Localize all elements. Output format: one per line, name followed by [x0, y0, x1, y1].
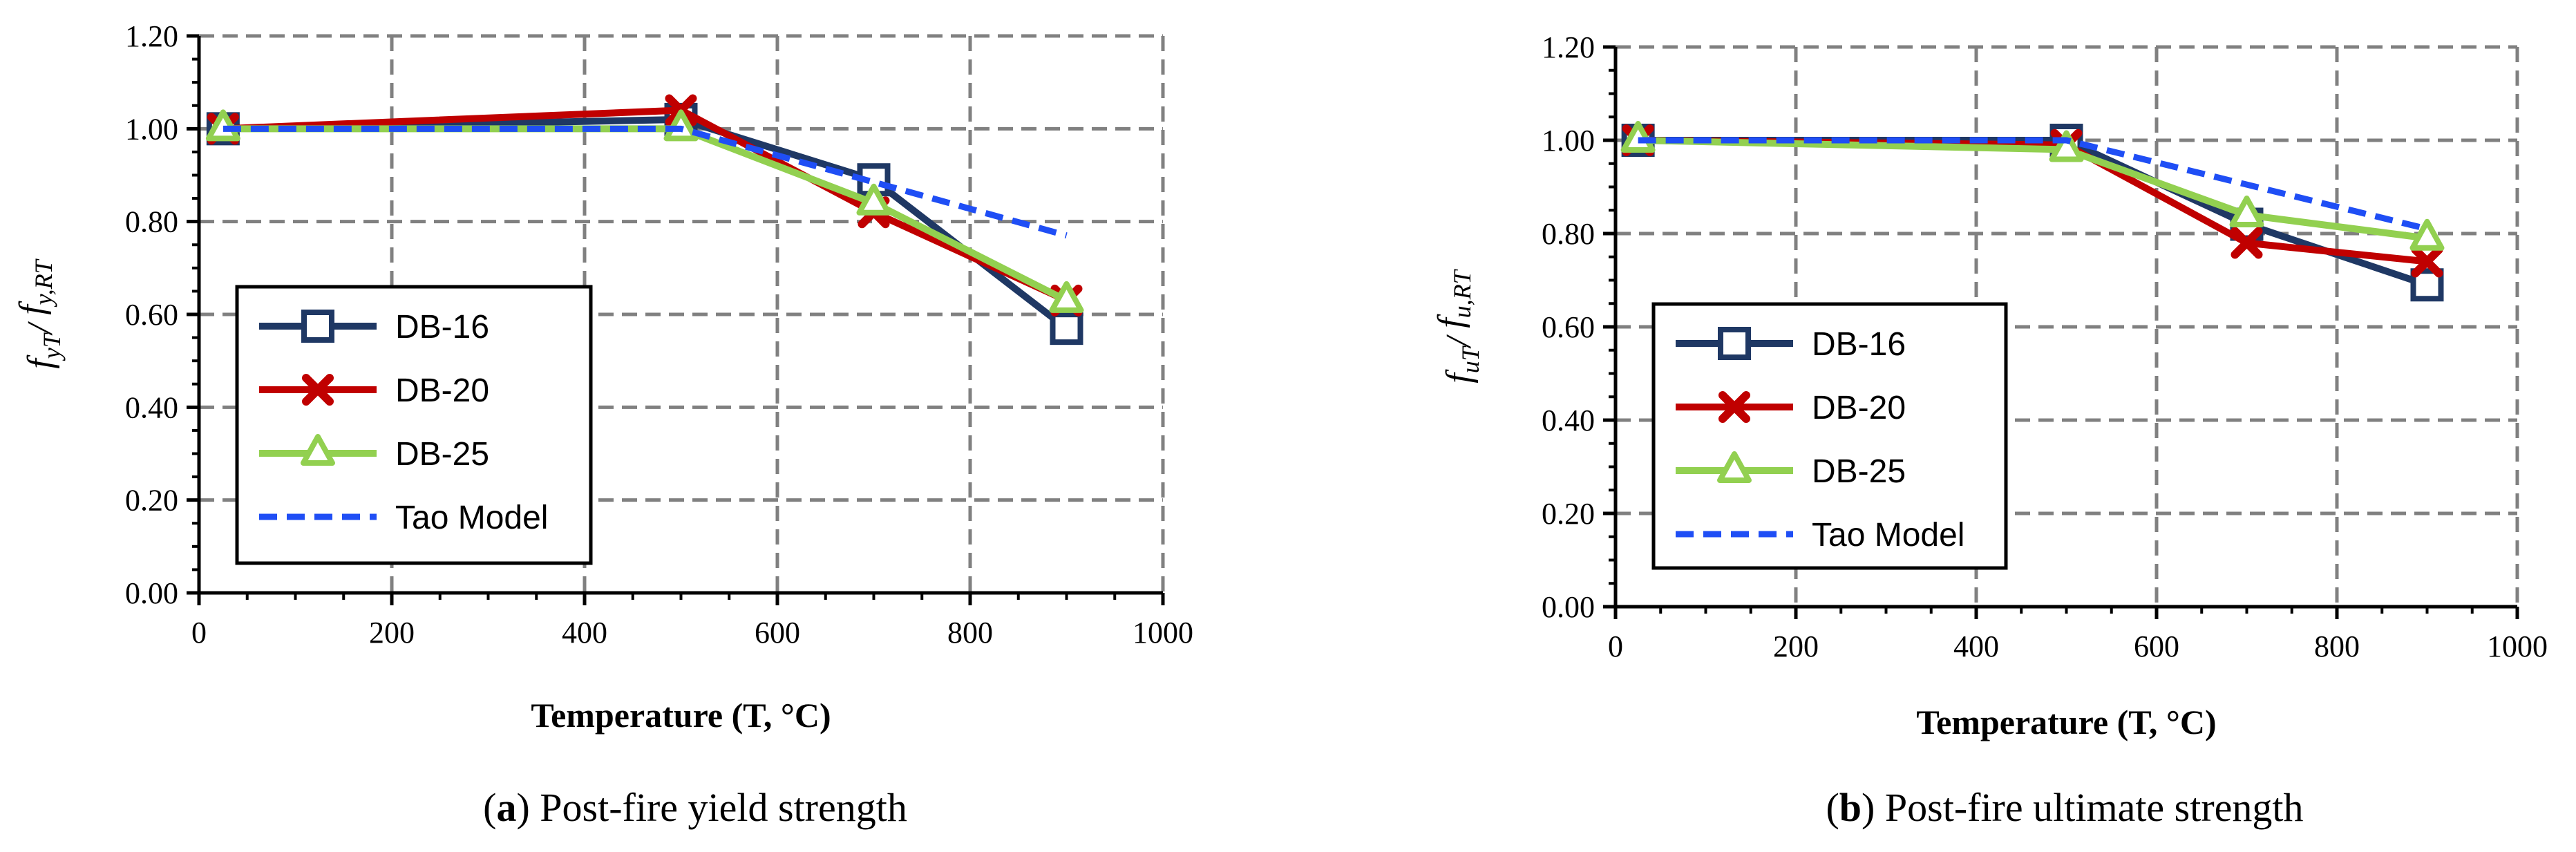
- y-axis-title-part: /: [21, 315, 60, 336]
- legend-marker: [301, 434, 335, 466]
- series-line-db-25: [1638, 137, 2428, 242]
- y-axis-title-subscript: u,RT: [1448, 268, 1476, 318]
- marker-stroke: [1718, 391, 1750, 423]
- x-tick-label: 800: [2314, 629, 2360, 663]
- panel-letter: a: [496, 785, 516, 830]
- y-axis-title: fyT/ fy,RT: [12, 258, 66, 368]
- y-tick-label: 0.80: [125, 205, 178, 239]
- marker-stroke: [302, 374, 334, 406]
- data-point-db-25: [856, 183, 891, 216]
- legend-label: DB-16: [1812, 326, 1906, 363]
- legend-label: DB-16: [395, 309, 489, 345]
- legend-label: Tao Model: [395, 500, 548, 536]
- caption-text: ): [1862, 785, 1875, 830]
- y-tick-label: 0.00: [1542, 590, 1595, 624]
- y-tick-label: 1.00: [1542, 124, 1595, 158]
- legend-label: DB-20: [395, 372, 489, 409]
- y-tick-label: 1.20: [125, 19, 178, 53]
- data-point-db-25: [2229, 196, 2264, 227]
- data-point-db-20: [2231, 227, 2263, 259]
- x-tick-label: 600: [755, 616, 800, 650]
- y-tick-label: 0.40: [1542, 404, 1595, 437]
- legend-item-tao-model: Tao Model: [1676, 517, 1964, 553]
- y-tick-label: 0.60: [125, 298, 178, 332]
- y-tick-label: 0.60: [1542, 310, 1595, 344]
- x-tick-label: 1000: [2487, 629, 2548, 663]
- legend-marker: [301, 310, 334, 343]
- caption-text: (: [483, 785, 496, 830]
- data-point-db-25: [2049, 130, 2084, 162]
- caption-text: Post-fire ultimate strength: [1875, 785, 2303, 830]
- legend-label: DB-20: [1812, 390, 1906, 426]
- data-point-db-16: [1050, 312, 1083, 345]
- x-tick-label: 0: [1608, 629, 1623, 663]
- x-tick-label: 800: [947, 616, 993, 650]
- y-tick-label: 0.40: [125, 390, 178, 424]
- legend-item-db-20: DB-20: [1676, 390, 1906, 426]
- chart-panel-b: 0.00 0.20 0.40 0.60 0.80 1.00 1.20 0 200 400 600 80…: [1431, 30, 2548, 830]
- legend-item-tao-model: Tao Model: [259, 500, 548, 536]
- legend-marker: [1718, 391, 1750, 423]
- y-tick-label: 0.00: [125, 576, 178, 610]
- legend-item-db-16: DB-16: [1676, 326, 1906, 363]
- y-axis-title: fuT/ fu,RT: [1431, 268, 1484, 383]
- legend-box: [1651, 302, 2008, 570]
- legend: DB-16 DB-20 DB-25 Tao Model: [235, 285, 593, 565]
- series-line-tao-model: [222, 125, 1068, 239]
- panel-caption: (a) Post-fire yield strength: [483, 785, 907, 830]
- x-axis-title: Temperature (T, °C): [531, 696, 831, 735]
- y-tick-label: 1.20: [1542, 30, 1595, 64]
- legend-item-db-25: DB-25: [259, 434, 489, 473]
- y-axis-title-subscript: uT: [1457, 345, 1484, 373]
- legend-item-db-16: DB-16: [259, 309, 489, 345]
- legend-marker: [1718, 327, 1751, 360]
- panel-caption: (b) Post-fire ultimate strength: [1826, 785, 2303, 830]
- legend-item-db-25: DB-25: [1676, 451, 1906, 490]
- y-axis-title-subscript: y,RT: [30, 258, 57, 307]
- x-tick-label: 600: [2134, 629, 2179, 663]
- marker-stroke: [2411, 245, 2443, 278]
- legend-label: Tao Model: [1812, 517, 1964, 553]
- marker-stroke: [2231, 227, 2263, 259]
- x-tick-label: 400: [1953, 629, 1999, 663]
- caption-text: ): [516, 785, 529, 830]
- x-tick-label: 200: [1773, 629, 1819, 663]
- series-line-tao-model: [1638, 137, 2428, 232]
- data-point-db-25: [2409, 218, 2445, 251]
- y-tick-label: 0.80: [1542, 217, 1595, 251]
- caption-text: (: [1826, 785, 1839, 830]
- y-axis-title-subscript: yT: [38, 332, 66, 361]
- legend: DB-16 DB-20 DB-25 Tao Model: [1651, 302, 2008, 570]
- y-tick-label: 1.00: [125, 112, 178, 146]
- series-line-db-20: [222, 106, 1068, 304]
- legend-label: DB-25: [395, 436, 489, 473]
- legend-label: DB-25: [1812, 453, 1906, 490]
- panel-letter: b: [1839, 785, 1862, 830]
- x-tick-label: 0: [191, 616, 207, 650]
- x-tick-label: 400: [562, 616, 607, 650]
- x-tick-label: 1000: [1133, 616, 1193, 650]
- y-tick-label: 0.20: [1542, 497, 1595, 531]
- legend-marker: [1717, 451, 1752, 483]
- y-axis-title-part: /: [1439, 328, 1479, 349]
- x-axis-title: Temperature (T, °C): [1916, 703, 2216, 741]
- chart-panel-a: 0.00 0.20 0.40 0.60 0.80 1.00 1.20 0 200 400 600 80…: [12, 19, 1193, 830]
- data-point-db-20: [2411, 245, 2443, 278]
- x-tick-label: 200: [369, 616, 415, 650]
- legend-marker: [302, 374, 334, 406]
- caption-text: Post-fire yield strength: [530, 785, 907, 830]
- y-tick-label: 0.20: [125, 484, 178, 518]
- data-point-db-25: [1049, 281, 1084, 313]
- legend-item-db-20: DB-20: [259, 372, 489, 409]
